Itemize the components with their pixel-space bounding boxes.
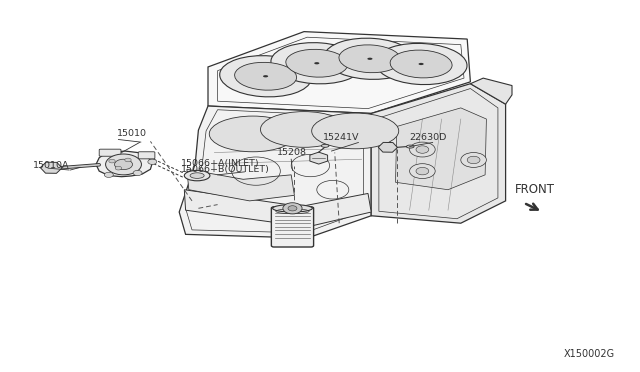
- Ellipse shape: [220, 56, 312, 97]
- FancyBboxPatch shape: [271, 207, 314, 247]
- Text: 15241V: 15241V: [323, 134, 360, 142]
- Polygon shape: [96, 151, 152, 177]
- Polygon shape: [371, 84, 506, 223]
- Polygon shape: [208, 32, 470, 113]
- Circle shape: [109, 159, 115, 163]
- Ellipse shape: [367, 58, 372, 60]
- FancyBboxPatch shape: [99, 149, 121, 156]
- Ellipse shape: [271, 43, 363, 84]
- Ellipse shape: [209, 116, 296, 152]
- Polygon shape: [470, 78, 512, 104]
- Text: 15010: 15010: [117, 129, 147, 138]
- Circle shape: [283, 203, 302, 214]
- Circle shape: [104, 172, 113, 177]
- Circle shape: [125, 158, 131, 162]
- Polygon shape: [396, 108, 486, 190]
- Ellipse shape: [375, 44, 467, 84]
- Circle shape: [416, 167, 429, 175]
- Ellipse shape: [312, 113, 399, 149]
- Polygon shape: [187, 169, 294, 201]
- Ellipse shape: [406, 145, 414, 148]
- Text: 15066+A(INLET): 15066+A(INLET): [181, 159, 260, 168]
- Ellipse shape: [321, 144, 329, 147]
- Text: 15208: 15208: [277, 148, 307, 157]
- Circle shape: [115, 166, 122, 170]
- Ellipse shape: [184, 170, 210, 181]
- Ellipse shape: [286, 49, 348, 77]
- Circle shape: [148, 159, 157, 164]
- Text: 15010A: 15010A: [33, 161, 70, 170]
- Text: 22630D: 22630D: [410, 134, 447, 142]
- Circle shape: [461, 153, 486, 167]
- Ellipse shape: [273, 205, 312, 212]
- Ellipse shape: [260, 112, 348, 147]
- Ellipse shape: [190, 173, 204, 178]
- Ellipse shape: [263, 75, 268, 77]
- Text: 15066+B(OUTLET): 15066+B(OUTLET): [181, 165, 270, 174]
- Polygon shape: [184, 190, 371, 227]
- FancyBboxPatch shape: [138, 152, 155, 159]
- Circle shape: [133, 170, 142, 176]
- Text: FRONT: FRONT: [515, 183, 556, 196]
- Ellipse shape: [314, 62, 319, 64]
- Circle shape: [416, 146, 429, 153]
- Ellipse shape: [235, 62, 296, 90]
- Ellipse shape: [339, 45, 401, 73]
- Circle shape: [410, 142, 435, 157]
- Ellipse shape: [419, 63, 424, 65]
- Text: X150002G: X150002G: [563, 349, 614, 359]
- Circle shape: [115, 159, 132, 170]
- Polygon shape: [179, 106, 371, 238]
- Circle shape: [410, 164, 435, 179]
- Circle shape: [288, 206, 297, 211]
- Ellipse shape: [390, 50, 452, 78]
- Circle shape: [106, 154, 141, 175]
- Circle shape: [467, 156, 480, 164]
- Ellipse shape: [324, 38, 416, 79]
